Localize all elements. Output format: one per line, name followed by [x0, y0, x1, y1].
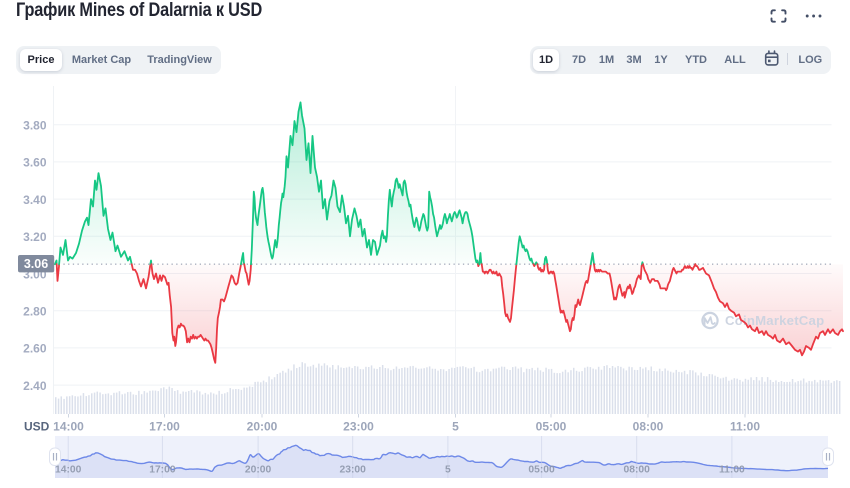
- svg-text:USD: USD: [24, 419, 50, 433]
- svg-text:11:00: 11:00: [719, 464, 745, 475]
- svg-text:05:00: 05:00: [528, 464, 555, 475]
- svg-text:17:00: 17:00: [149, 419, 180, 433]
- svg-text:20:00: 20:00: [245, 464, 272, 475]
- svg-text:5: 5: [445, 464, 451, 475]
- svg-text:23:00: 23:00: [340, 464, 367, 475]
- svg-text:05:00: 05:00: [536, 419, 567, 433]
- svg-text:14:00: 14:00: [55, 464, 82, 475]
- svg-text:5: 5: [452, 419, 459, 433]
- svg-text:14:00: 14:00: [53, 419, 84, 433]
- svg-text:2.40: 2.40: [23, 379, 47, 393]
- svg-text:3.80: 3.80: [23, 119, 47, 133]
- svg-text:2.80: 2.80: [23, 305, 47, 319]
- svg-text:11:00: 11:00: [730, 419, 760, 433]
- svg-text:3.20: 3.20: [23, 230, 47, 244]
- svg-text:3.40: 3.40: [23, 193, 47, 207]
- svg-text:08:00: 08:00: [633, 419, 664, 433]
- svg-text:CoinMarketCap: CoinMarketCap: [725, 313, 824, 328]
- svg-text:08:00: 08:00: [624, 464, 651, 475]
- svg-text:3.60: 3.60: [23, 156, 47, 170]
- svg-text:2.60: 2.60: [23, 342, 47, 356]
- svg-text:3.06: 3.06: [24, 257, 48, 271]
- svg-text:20:00: 20:00: [247, 419, 278, 433]
- svg-text:23:00: 23:00: [343, 419, 374, 433]
- svg-text:17:00: 17:00: [149, 464, 176, 475]
